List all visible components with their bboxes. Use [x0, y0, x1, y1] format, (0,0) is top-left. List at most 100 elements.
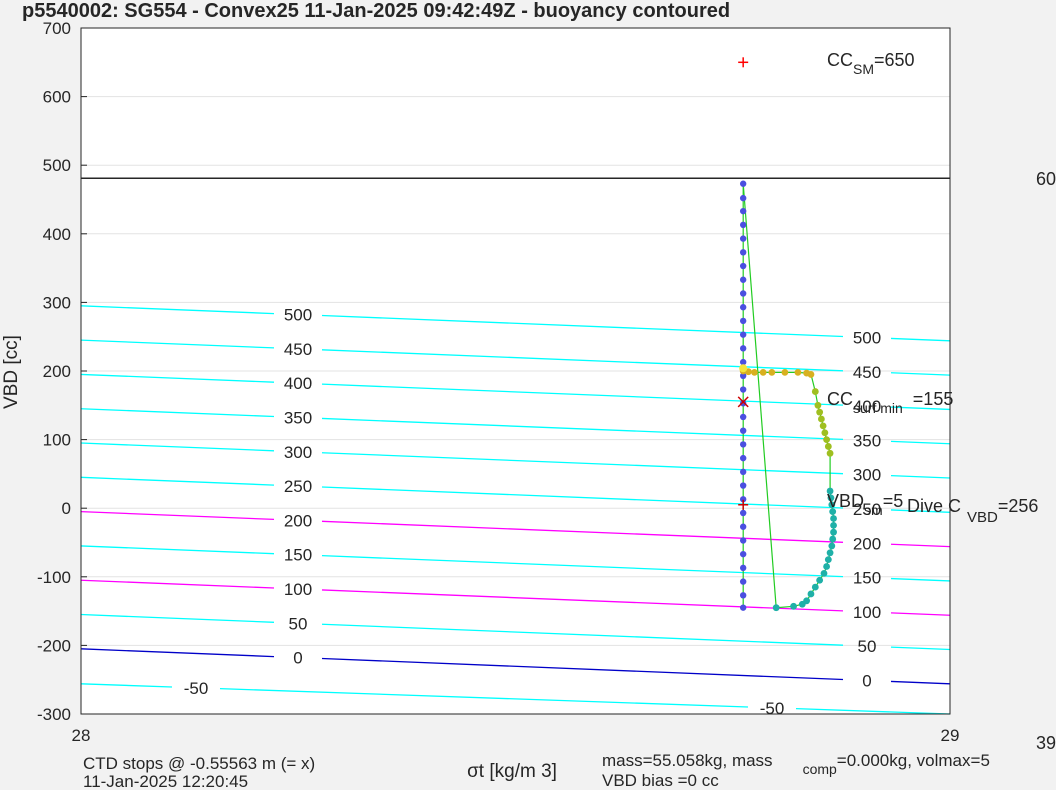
profile-point — [828, 501, 836, 509]
contour-line — [80, 408, 275, 418]
footer-mass-rest: =0.000kg, volmax=5 — [837, 751, 990, 770]
contour-label-left: 50 — [289, 614, 308, 633]
contour-line — [80, 579, 275, 589]
contour-line — [321, 589, 844, 612]
contour-line — [321, 314, 844, 338]
contour-label-left: 450 — [284, 340, 312, 359]
marker-x — [737, 396, 749, 408]
profile-point — [739, 235, 747, 242]
cc-surf-main: CC — [827, 389, 853, 409]
footer-mass: mass=55.058kg, mass comp=0.000kg, volmax=… — [602, 751, 990, 777]
profile-point — [739, 441, 747, 448]
y-axis-ticks: 700 600 500 400 300 200 100 0 -100 -200 -300 — [37, 19, 87, 724]
profile-point — [798, 600, 806, 608]
contour-label-right: 200 — [853, 534, 881, 553]
contour-label-right: 0 — [862, 671, 871, 690]
contour-line — [890, 406, 951, 411]
contour-line — [890, 337, 951, 342]
contour-label-left: 100 — [284, 580, 312, 599]
vbd-sm-rest: =5 — [883, 491, 904, 511]
contour-line — [321, 417, 844, 441]
profile-point — [739, 345, 747, 352]
cc-surf-rest: =155 — [913, 389, 954, 409]
contour-line — [80, 373, 275, 383]
contour-line — [321, 623, 844, 646]
profile-point — [739, 550, 747, 558]
profile-point — [739, 537, 747, 544]
y-axis-label: VBD [cc] — [1, 335, 22, 409]
profile-point — [739, 262, 747, 270]
y-tick-label: 500 — [43, 156, 71, 175]
profile-point — [739, 386, 747, 393]
profile-point — [751, 368, 758, 376]
chart-title: p5540002: SG554 - Convex25 11-Jan-2025 0… — [22, 0, 730, 22]
vbd-sm-main: VBD — [827, 491, 864, 511]
profile-point — [739, 364, 748, 373]
profile-point — [826, 487, 834, 495]
contour-line — [321, 383, 844, 406]
profile-point — [811, 388, 819, 395]
footer-mass-sub: comp — [803, 761, 837, 777]
profile-point — [816, 408, 824, 416]
profile-point — [739, 304, 747, 311]
profile-point — [739, 207, 747, 215]
cc-sm-rest: =650 — [874, 50, 915, 70]
contour-label-right: 400 — [853, 397, 881, 416]
profile-point — [768, 368, 776, 376]
y-tick-label: 0 — [62, 499, 71, 518]
x-tick-label: 28 — [72, 726, 91, 745]
profile-point — [827, 494, 835, 502]
profile-point — [794, 368, 802, 376]
vbd-sm-annotation: VBDsm=5 — [827, 491, 903, 518]
contour-line — [890, 509, 951, 513]
profile-point — [739, 496, 747, 503]
contour-line — [80, 305, 275, 315]
footer-ctd-stops: CTD stops @ -0.55563 m (= x) — [83, 754, 315, 773]
contour-label-right: -50 — [760, 699, 785, 718]
profile-point — [739, 290, 747, 297]
profile-point — [814, 401, 822, 409]
profile-point — [817, 415, 825, 423]
contour-line — [219, 687, 749, 708]
profile-point — [828, 542, 836, 550]
profile-point — [739, 454, 747, 462]
contour-label-left: 250 — [284, 477, 312, 496]
contour-line — [80, 476, 275, 486]
profile-point — [816, 576, 824, 584]
y-tick-label: 200 — [43, 362, 71, 381]
profile-point — [830, 515, 837, 522]
x-axis-ticks: 28 29 — [72, 708, 959, 745]
footer-mass-main: mass=55.058kg, mass — [602, 751, 773, 770]
cc-surf-annotation: CCsurf min =155 — [827, 389, 953, 416]
profile-point — [739, 427, 747, 434]
profile-point — [790, 602, 797, 610]
contour-line — [890, 372, 951, 376]
profile-point — [823, 436, 831, 443]
x-axis-label: σt [kg/m 3] — [467, 761, 557, 782]
y-tick-label: 100 — [43, 431, 71, 450]
cc-surf-sub: surf min — [853, 400, 903, 416]
contour-line — [321, 486, 844, 509]
profile-point — [739, 331, 747, 338]
profile-point — [830, 528, 837, 536]
dive-c-sub: VBD — [967, 509, 998, 526]
contour-line — [890, 543, 951, 548]
profile-point — [739, 413, 747, 421]
contour-label-left: 350 — [284, 408, 312, 427]
contour-line — [321, 657, 844, 681]
profile-point — [826, 449, 834, 457]
profile-point — [739, 194, 747, 202]
contour-line — [321, 520, 844, 543]
profile-point — [739, 180, 747, 187]
profile-point — [772, 604, 780, 612]
contour-line — [80, 648, 275, 658]
contour-line — [890, 577, 951, 582]
contour-line — [795, 708, 951, 715]
profile-point — [739, 482, 747, 489]
profile-point — [739, 523, 747, 530]
contour-label-left: 400 — [284, 374, 312, 393]
contour-line — [321, 452, 844, 475]
contour-line — [80, 613, 275, 623]
contour-line — [890, 474, 951, 479]
